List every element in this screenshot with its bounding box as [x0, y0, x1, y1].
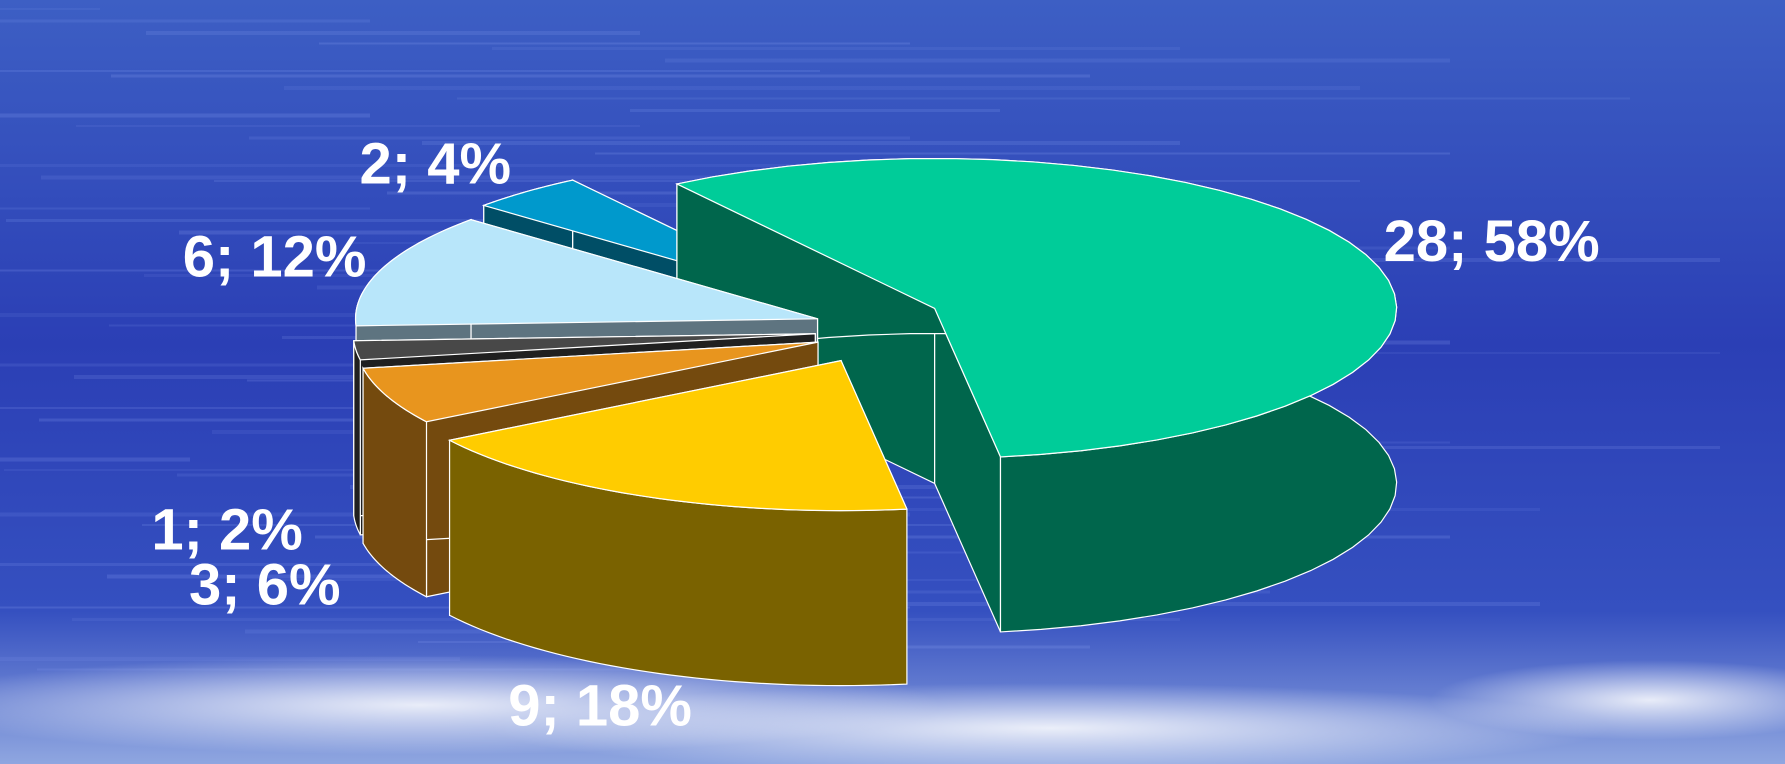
slice-top [675, 157, 1398, 458]
slice-top [362, 341, 819, 423]
slice-top [447, 359, 908, 512]
data-label: 1; 2% [151, 497, 303, 562]
data-labels: 2; 4% 28; 58% 6; 12% 1; 2%3; 6% 9; 18% [151, 132, 1599, 739]
slice-9-18 [447, 359, 908, 687]
data-label: 28; 58% [1384, 209, 1600, 274]
slice-top [353, 333, 816, 361]
pie-slices [353, 157, 1398, 687]
data-label: 9; 18% [508, 674, 692, 739]
data-label: 3; 6% [189, 552, 341, 617]
slice-side [353, 340, 361, 536]
data-label: 2; 4% [360, 132, 512, 197]
slice-top [354, 218, 818, 327]
data-label: 6; 12% [183, 225, 367, 290]
